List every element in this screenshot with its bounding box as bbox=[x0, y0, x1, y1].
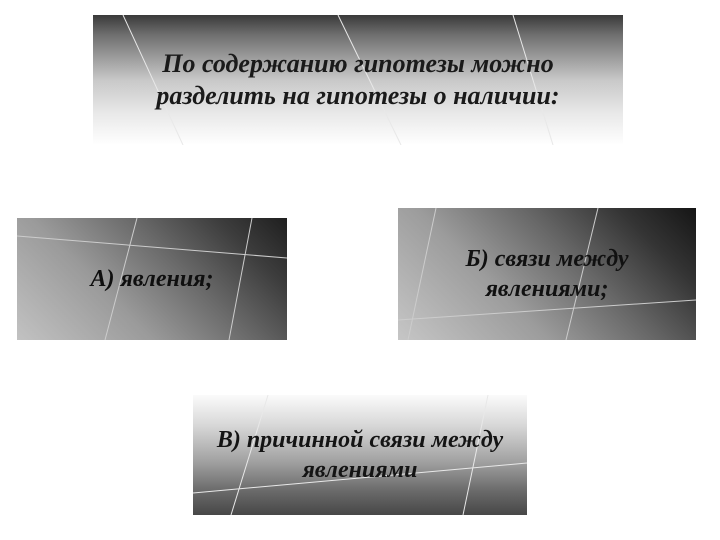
header-text: По содержанию гипотезы можно разделить н… bbox=[93, 40, 623, 121]
header-box: По содержанию гипотезы можно разделить н… bbox=[93, 15, 623, 145]
option-a-box: А) явления; bbox=[17, 218, 287, 340]
option-b-box: Б) связи между явлениями; bbox=[398, 208, 696, 340]
option-c-box: В) причинной связи между явлениями bbox=[193, 395, 527, 515]
option-b-text: Б) связи между явлениями; bbox=[398, 236, 696, 312]
option-c-text: В) причинной связи между явлениями bbox=[193, 417, 527, 493]
option-a-text: А) явления; bbox=[78, 256, 225, 302]
